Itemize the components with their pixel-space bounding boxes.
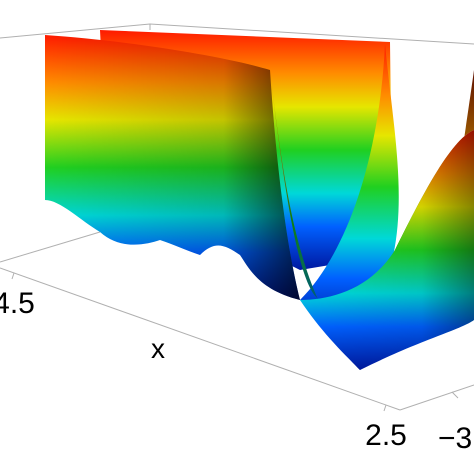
- x-tick-label: 4.5: [0, 287, 35, 320]
- y-tick-mark: [451, 391, 459, 399]
- x-axis-label: x: [151, 333, 165, 364]
- x-tick-label: 2.5: [365, 419, 407, 452]
- y-tick-label: −3: [438, 422, 472, 455]
- x-tick-mark: [11, 272, 15, 280]
- axis-box: [0, 23, 474, 411]
- x-tick-mark: [383, 404, 387, 412]
- surface: [45, 30, 474, 370]
